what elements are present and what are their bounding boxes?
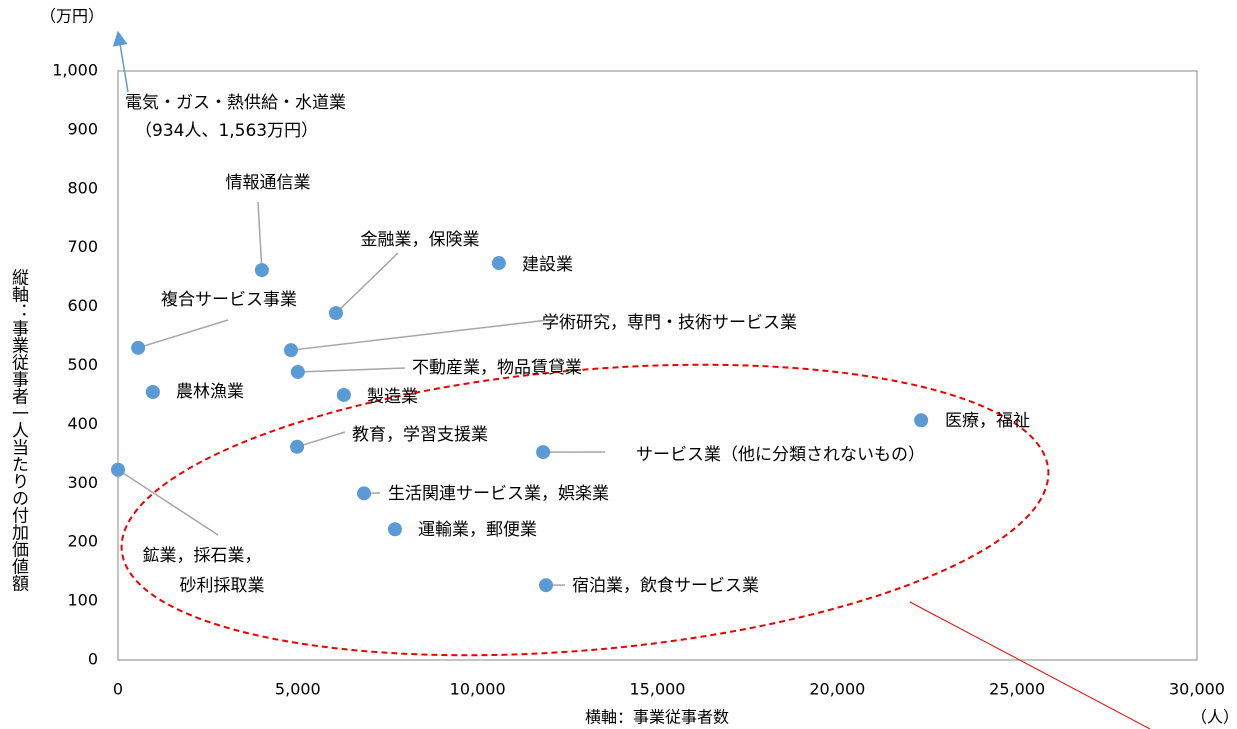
x-tick-label: 0 [113, 680, 123, 699]
x-tick-label: 25,000 [989, 680, 1045, 699]
x-tick-label: 20,000 [809, 680, 865, 699]
leader-line [296, 431, 346, 448]
point [387, 522, 402, 537]
y-tick-label: 800 [67, 178, 98, 197]
point [539, 578, 554, 593]
point [111, 462, 125, 477]
point [131, 340, 146, 355]
y-tick-label: 300 [67, 473, 98, 492]
y-tick-label: 200 [67, 532, 98, 551]
leader-line [137, 319, 229, 349]
point [328, 306, 343, 321]
point-label: 情報通信業 [226, 173, 311, 193]
point [491, 256, 506, 271]
point [290, 364, 305, 379]
point [290, 439, 305, 454]
point-label: 運輸業，郵便業 [418, 520, 537, 540]
point-label: サービス業（他に分類されないもの） [636, 445, 925, 465]
point [145, 385, 160, 400]
point [536, 445, 551, 460]
point [283, 343, 298, 358]
y-tick-label: 400 [67, 414, 98, 433]
x-tick-label: 10,000 [450, 680, 506, 699]
point-label: 金融業，保険業 [361, 230, 480, 250]
plot-frame [117, 70, 1198, 661]
point-label: 学術研究，専門・技術サービス業 [542, 313, 797, 333]
point-label: 製造業 [367, 387, 418, 407]
point-label: 不動産業，物品賃貸業 [412, 358, 582, 378]
point [336, 387, 351, 402]
x-tick-label: 15,000 [630, 680, 686, 699]
point-label: 建設業 [522, 255, 573, 275]
leader-line [117, 469, 219, 536]
leader-line [297, 367, 406, 373]
annotation: （934人、1,563万円） [135, 121, 318, 141]
point-label: 医療，福祉 [945, 411, 1030, 431]
annotation: 電気・ガス・熱供給・水道業 [125, 93, 346, 113]
y-tick-label: 600 [67, 296, 98, 315]
highlight-ellipse [120, 363, 1050, 657]
point-label: 教育，学習支援業 [352, 425, 488, 445]
point-label: 複合サービス事業 [161, 290, 297, 310]
point-label: 鉱業，採石業， [143, 546, 262, 566]
y-tick-label: 500 [67, 355, 98, 374]
y-axis-label: 縦軸：事業従事者一人当たりの付加価値額 [8, 268, 29, 591]
point-label: 宿泊業，飲食サービス業 [572, 576, 759, 596]
point-label: 砂利採取業 [180, 576, 265, 596]
y-tick-label: 0 [88, 650, 98, 669]
y-unit: （万円） [40, 7, 104, 26]
x-axis-label: 横軸：事業従事者数 [585, 708, 729, 727]
point [357, 486, 372, 501]
y-tick-label: 900 [67, 119, 98, 138]
pointer-line [909, 601, 1151, 729]
arrow [112, 30, 129, 93]
y-tick-label: 1,000 [52, 61, 98, 80]
point [254, 263, 269, 278]
y-tick-label: 700 [67, 237, 98, 256]
leader-line [257, 201, 263, 271]
point [914, 413, 929, 428]
point-label: 農林漁業 [176, 382, 244, 402]
leader-line [335, 252, 399, 314]
point-label: 生活関連サービス業，娯楽業 [388, 484, 609, 504]
x-unit: （人） [1191, 708, 1237, 727]
x-tick-label: 5,000 [275, 680, 321, 699]
leader-line [290, 319, 549, 351]
y-tick-label: 100 [67, 591, 98, 610]
x-tick-label: 30,000 [1169, 680, 1225, 699]
